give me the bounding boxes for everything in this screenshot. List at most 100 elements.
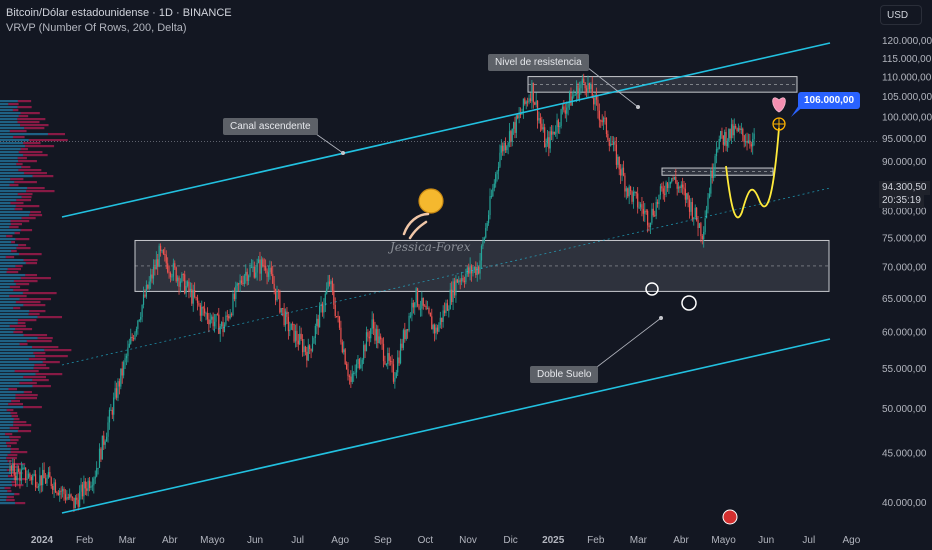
candle-body xyxy=(742,128,744,136)
candle-body xyxy=(443,310,446,314)
volume-bar-buy xyxy=(0,211,31,214)
candle-body xyxy=(236,283,238,286)
candle-body xyxy=(317,318,319,328)
volume-bar-sell xyxy=(17,193,33,196)
volume-bar-sell xyxy=(11,241,16,244)
symbol-title[interactable]: Bitcoin/Dólar estadounidense · 1D · BINA… xyxy=(6,7,232,19)
candle-body xyxy=(15,475,17,481)
candle-body xyxy=(226,315,228,317)
double-bottom-callout[interactable]: Doble Suelo xyxy=(530,366,599,383)
candle-body xyxy=(63,488,65,495)
candle-body xyxy=(666,182,669,189)
candle-body xyxy=(486,223,488,228)
volume-bar-sell xyxy=(25,145,55,148)
volume-bar-sell xyxy=(32,385,51,388)
volume-bar-buy xyxy=(0,427,10,430)
candle-body xyxy=(387,353,389,365)
channel-lower-line[interactable] xyxy=(61,338,831,514)
candle-body xyxy=(249,267,251,276)
volume-bar-buy xyxy=(0,376,24,379)
candle-body xyxy=(202,307,204,309)
volume-bar-buy xyxy=(0,172,24,175)
candle-body xyxy=(185,285,187,294)
volume-bar-sell xyxy=(42,361,60,364)
volume-bar-buy xyxy=(0,421,14,424)
candle-body xyxy=(53,482,55,490)
volume-bar-sell xyxy=(22,292,57,295)
time-tick-label: Ago xyxy=(843,535,861,546)
target-price-tag[interactable]: 106.000,00 xyxy=(798,92,861,109)
volume-bar-buy xyxy=(0,115,19,118)
volume-bar-sell xyxy=(17,118,46,121)
candle-body xyxy=(34,474,37,488)
volume-bar-sell xyxy=(13,418,20,421)
channel-mid-line xyxy=(61,187,831,366)
double-bottom-circle xyxy=(681,295,697,311)
candle-body xyxy=(152,266,155,279)
candle-body xyxy=(209,319,211,325)
candle-body xyxy=(531,82,533,101)
volume-bar-buy xyxy=(0,436,10,439)
candle-body xyxy=(168,272,170,274)
candle-body xyxy=(583,78,585,83)
volume-bar-sell xyxy=(15,283,30,286)
candle-body xyxy=(654,215,656,217)
volume-bar-sell xyxy=(15,265,23,268)
volume-bar-buy xyxy=(0,289,14,292)
candle-body xyxy=(655,202,657,216)
candle-body xyxy=(341,342,343,353)
volume-bar-buy xyxy=(0,370,15,373)
candle-body xyxy=(717,148,719,150)
candle-body xyxy=(705,209,708,219)
candle-body xyxy=(711,170,713,178)
candle-body xyxy=(328,281,331,285)
candle-body xyxy=(612,141,615,146)
candle-body xyxy=(248,275,250,281)
time-tick-label: Mayo xyxy=(200,535,225,546)
candle-body xyxy=(125,355,128,359)
volume-bar-buy xyxy=(0,349,45,352)
volume-bar-sell xyxy=(26,340,52,343)
channel-upper-line[interactable] xyxy=(61,42,831,218)
candle-body xyxy=(44,478,47,484)
candle-body xyxy=(56,492,58,494)
volume-bar-sell xyxy=(15,238,30,241)
candle-body xyxy=(461,278,463,282)
volume-bar-buy xyxy=(0,142,24,145)
candle-body xyxy=(434,325,436,334)
volume-bar-sell xyxy=(12,136,25,139)
candle-body xyxy=(284,311,287,326)
candle-body xyxy=(250,266,253,268)
volume-bar-buy xyxy=(0,502,16,505)
candle-body xyxy=(371,319,373,329)
candle-body xyxy=(54,482,57,493)
candle-body xyxy=(174,263,176,268)
candle-body xyxy=(219,326,221,334)
candle-body xyxy=(639,204,642,208)
time-tick-label: Mar xyxy=(630,535,648,546)
volume-bar-sell xyxy=(17,121,40,124)
time-tick-label: Feb xyxy=(587,535,605,546)
candle-body xyxy=(69,494,71,499)
candle-body xyxy=(235,285,237,299)
candle-body xyxy=(740,128,742,130)
candle-body xyxy=(333,290,335,305)
volume-bar-sell xyxy=(18,151,43,154)
candle-body xyxy=(428,307,430,313)
candle-body xyxy=(518,114,520,119)
candle-body xyxy=(607,134,609,140)
candle-body xyxy=(747,140,750,144)
candle-body xyxy=(514,122,516,133)
volume-bar-buy xyxy=(0,457,7,460)
time-axis[interactable]: 2024 Feb Mar Abr Mayo Jun Jul Ago Sep Oct Nov Dic 20… xyxy=(31,535,861,546)
candle-body xyxy=(212,316,214,327)
candle-body xyxy=(425,305,427,310)
us-flag-event-icon[interactable] xyxy=(722,509,738,525)
projection-path[interactable] xyxy=(725,127,780,219)
currency-button[interactable]: USD xyxy=(880,5,922,25)
indicator-label[interactable]: VRVP (Number Of Rows, 200, Delta) xyxy=(6,22,187,34)
resistance-callout[interactable]: Nivel de resistencia xyxy=(488,54,589,71)
channel-callout[interactable]: Canal ascendente xyxy=(223,118,318,135)
candle-body xyxy=(587,82,589,93)
